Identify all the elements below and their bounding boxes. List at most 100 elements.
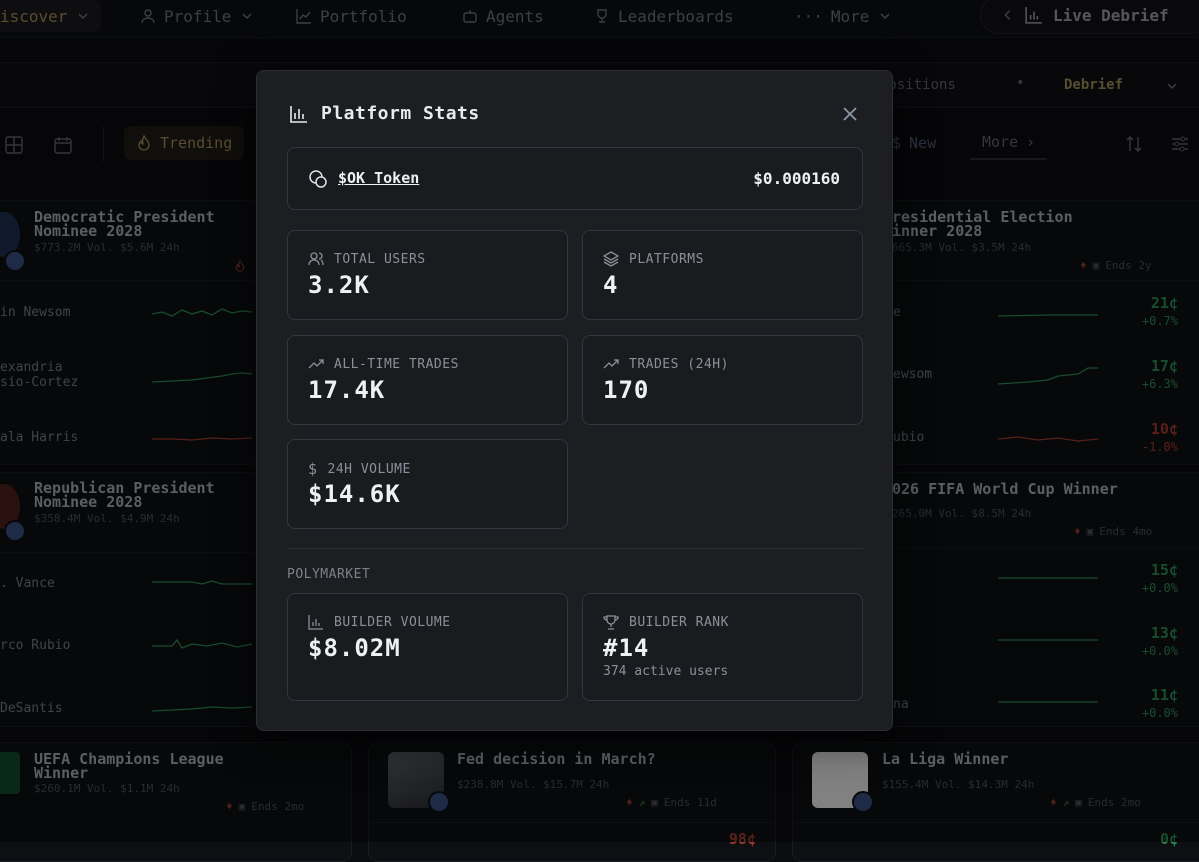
layers-icon [603,251,619,267]
calendar-icon: ▣ [1086,525,1094,538]
chevron-down-icon [242,13,252,20]
stat-platforms: PLATFORMS 4 [582,230,863,320]
stat-builder-rank: BUILDER RANK #14 374 active users [582,593,863,701]
divider [368,822,776,823]
stat-value: $14.6K [308,480,401,508]
trending-filter[interactable]: Trending [124,126,245,160]
sparkline [998,436,1098,442]
card-volume: $773.2M Vol. $5.6M 24h [34,241,180,254]
market-card-pres-election[interactable] [880,200,1199,465]
chart-line-icon [296,9,311,24]
stat-value: $8.02M [308,634,401,662]
polymarket-badge-icon [4,520,26,542]
close-icon[interactable] [839,103,861,125]
outcome-name: ala Harris [0,430,79,445]
flame-icon: ♦ [1074,525,1081,538]
stat-label: BUILDER RANK [603,614,729,630]
market-avatar [0,212,20,257]
coins-icon [309,170,327,188]
nav-leaderboards-label: Leaderboards [618,6,734,26]
flame-icon: ♦ [626,796,633,809]
card-title: 026 FIFA World Cup Winner [892,480,1118,498]
outcome-price: 15¢ [1150,561,1178,579]
nav-more-label: More [830,6,870,26]
sparkline [152,308,252,317]
ends-label: Ends 11d [663,796,717,809]
nav-more[interactable]: ··· More [794,0,893,32]
outcome-name: rco Rubio [0,638,71,653]
sort-icon[interactable] [1124,134,1144,154]
filter-bar [0,120,1199,168]
chevron-down-icon[interactable] [1164,78,1180,94]
flame-icon [235,259,245,272]
stat-label: $ 24H VOLUME [308,460,411,478]
sparkle-icon: $ [892,134,902,152]
divider [0,552,255,553]
debrief-tab[interactable]: Debrief [1064,77,1124,93]
outcome-change: +6.3% [1141,377,1178,391]
token-link[interactable]: $OK Token [338,169,420,187]
stat-24h-volume: $ 24H VOLUME $14.6K [287,439,568,529]
market-avatar [0,484,20,529]
stat-trades-24h: TRADES (24H) 170 [582,335,863,425]
card-title: Fed decision in March? [457,750,656,768]
trend-up-icon: ↗ [638,796,646,809]
outcome-change: +0.7% [1141,314,1178,328]
positions-tab[interactable]: Positions [880,77,956,93]
nav-profile[interactable]: Profile [140,0,255,32]
sparkline [152,580,252,585]
trend-up-icon [603,359,619,369]
polymarket-badge-icon [428,791,450,813]
market-card-dem-nominee[interactable] [0,200,260,465]
calendar-icon: ▣ [1092,259,1100,272]
stat-label: BUILDER VOLUME [308,614,451,630]
token-row[interactable]: $OK Token $0.000160 [287,147,863,210]
bar-chart-icon [1025,7,1042,24]
nav-leaderboards[interactable]: Leaderboards [594,0,734,32]
card-volume: 665.3M Vol. $3.5M 24h [892,241,1032,254]
modal-title: Platform Stats [321,103,480,124]
flame-icon: ♦ [1080,259,1087,272]
nav-discover[interactable]: iscover [0,0,102,32]
live-debrief-label: Live Debrief [1053,5,1169,25]
divider [792,822,1199,823]
nav-agents[interactable]: Agents [462,0,544,32]
nav-portfolio[interactable]: Portfolio [296,0,407,32]
polymarket-badge-icon [852,791,874,813]
polymarket-badge-icon [4,250,26,272]
market-avatar [0,752,20,794]
top-navigation: iscover Profile Portfolio Agents Leaderb… [0,0,1199,38]
bar-chart-icon [308,615,323,630]
card-meta: ♦ ▣ Ends 2y [1080,259,1152,272]
more-filter[interactable]: More › [970,126,1048,160]
nav-portfolio-label: Portfolio [320,6,407,26]
outcome-name: in Newsom [0,305,71,320]
new-filter[interactable]: $ New [880,126,948,160]
stat-builder-volume: BUILDER VOLUME $8.02M [287,593,568,701]
sparkline [152,638,252,649]
outcome-price: 13¢ [1150,624,1178,642]
grid-icon[interactable] [5,136,23,154]
stat-label: ALL-TIME TRADES [308,356,459,372]
sliders-icon[interactable] [1170,134,1190,154]
divider [287,548,863,549]
section-heading: POLYMARKET [287,567,371,582]
calendar-icon: ▣ [238,800,246,813]
new-label: New [909,134,937,152]
outcome-name: ubio [893,430,925,445]
live-debrief-button[interactable]: Live Debrief [980,0,1199,34]
divider [880,548,1199,549]
flame-icon: ♦ [1050,796,1057,809]
flame-icon: ♦ [226,800,233,813]
ends-label: Ends 2mo [251,800,305,813]
nav-profile-label: Profile [164,6,232,26]
calendar-icon[interactable] [54,136,72,154]
ends-label: Ends 4mo [1099,525,1153,538]
nav-agents-label: Agents [486,6,544,26]
outcome-name: exandria [0,360,63,375]
divider [880,280,1199,281]
trending-label: Trending [160,134,233,152]
market-card-rep-nominee[interactable] [0,472,260,727]
market-card-fifa[interactable] [880,472,1199,727]
stat-value: 4 [603,271,619,299]
